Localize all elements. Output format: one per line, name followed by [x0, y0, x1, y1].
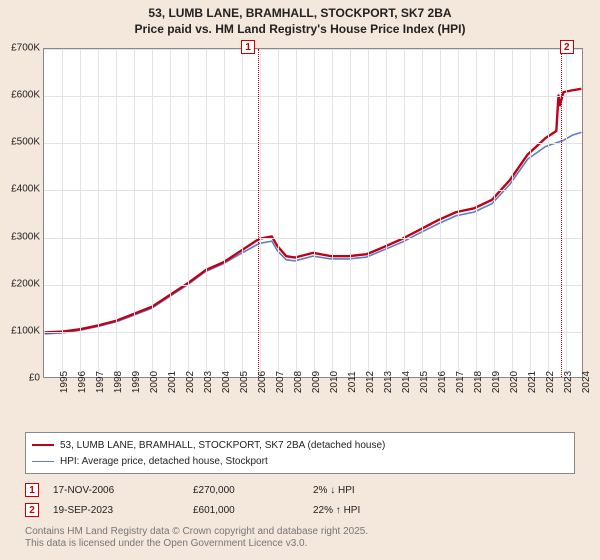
marker-note-badge: 1 [25, 483, 39, 497]
y-axis-label: £0 [0, 373, 40, 384]
y-axis-label: £100K [0, 325, 40, 336]
y-axis-label: £400K [0, 184, 40, 195]
x-gridline [476, 49, 477, 377]
legend-box: 53, LUMB LANE, BRAMHALL, STOCKPORT, SK7 … [25, 432, 575, 474]
x-gridline [62, 49, 63, 377]
x-gridline [566, 49, 567, 377]
x-gridline [332, 49, 333, 377]
y-axis-label: £500K [0, 137, 40, 148]
y-axis-label: £700K [0, 43, 40, 54]
marker-note-date: 19-SEP-2023 [53, 505, 193, 516]
bottom-panel: 53, LUMB LANE, BRAMHALL, STOCKPORT, SK7 … [25, 432, 575, 550]
footer-line1: Contains HM Land Registry data © Crown c… [25, 526, 575, 538]
y-gridline [44, 49, 582, 50]
x-gridline [206, 49, 207, 377]
x-gridline [350, 49, 351, 377]
event-marker-line [258, 49, 259, 377]
x-gridline [440, 49, 441, 377]
x-gridline [170, 49, 171, 377]
x-gridline [152, 49, 153, 377]
legend-label: 53, LUMB LANE, BRAMHALL, STOCKPORT, SK7 … [60, 440, 385, 451]
x-gridline [512, 49, 513, 377]
legend-row: 53, LUMB LANE, BRAMHALL, STOCKPORT, SK7 … [32, 437, 568, 453]
marker-note-delta: 2% ↓ HPI [313, 485, 453, 496]
y-gridline [44, 332, 582, 333]
y-gridline [44, 190, 582, 191]
x-gridline [404, 49, 405, 377]
event-marker-line [561, 49, 562, 377]
x-gridline [188, 49, 189, 377]
line-series-svg [44, 49, 582, 377]
marker-note-delta: 22% ↑ HPI [313, 505, 453, 516]
footer-line2: This data is licensed under the Open Gov… [25, 538, 575, 550]
y-axis-label: £300K [0, 231, 40, 242]
legend-swatch [32, 461, 54, 462]
chart-area: £0£100K£200K£300K£400K£500K£600K£700K199… [0, 40, 600, 430]
x-gridline [134, 49, 135, 377]
legend-label: HPI: Average price, detached house, Stoc… [60, 456, 268, 467]
x-gridline [224, 49, 225, 377]
x-gridline [296, 49, 297, 377]
y-gridline [44, 285, 582, 286]
x-gridline [260, 49, 261, 377]
y-gridline [44, 238, 582, 239]
event-marker-badge: 2 [560, 40, 574, 54]
legend-row: HPI: Average price, detached house, Stoc… [32, 453, 568, 469]
event-marker-badge: 1 [241, 40, 255, 54]
x-gridline [278, 49, 279, 377]
x-gridline [98, 49, 99, 377]
x-gridline [242, 49, 243, 377]
x-gridline [386, 49, 387, 377]
series-line [45, 132, 582, 333]
x-gridline [422, 49, 423, 377]
legend-swatch [32, 444, 54, 446]
marker-note-badge: 2 [25, 503, 39, 517]
y-axis-label: £200K [0, 278, 40, 289]
marker-note-price: £601,000 [193, 505, 313, 516]
x-gridline [530, 49, 531, 377]
marker-note-price: £270,000 [193, 485, 313, 496]
x-gridline [80, 49, 81, 377]
y-axis-label: £600K [0, 90, 40, 101]
y-gridline [44, 143, 582, 144]
x-gridline [314, 49, 315, 377]
x-gridline [494, 49, 495, 377]
chart-title-line1: 53, LUMB LANE, BRAMHALL, STOCKPORT, SK7 … [10, 6, 590, 20]
chart-title-line2: Price paid vs. HM Land Registry's House … [10, 22, 590, 36]
marker-note-row: 1 17-NOV-2006£270,0002% ↓ HPI [25, 480, 575, 500]
footer-attribution: Contains HM Land Registry data © Crown c… [25, 526, 575, 550]
x-gridline [458, 49, 459, 377]
marker-note-row: 2 19-SEP-2023£601,00022% ↑ HPI [25, 500, 575, 520]
marker-note-date: 17-NOV-2006 [53, 485, 193, 496]
x-gridline [548, 49, 549, 377]
y-gridline [44, 96, 582, 97]
plot-region [43, 48, 583, 378]
x-axis-label: 2025 [583, 371, 600, 393]
chart-title-block: 53, LUMB LANE, BRAMHALL, STOCKPORT, SK7 … [0, 0, 600, 38]
marker-notes: 1 17-NOV-2006£270,0002% ↓ HPI 2 19-SEP-2023… [25, 480, 575, 520]
x-gridline [368, 49, 369, 377]
x-gridline [116, 49, 117, 377]
series-line [45, 89, 582, 333]
